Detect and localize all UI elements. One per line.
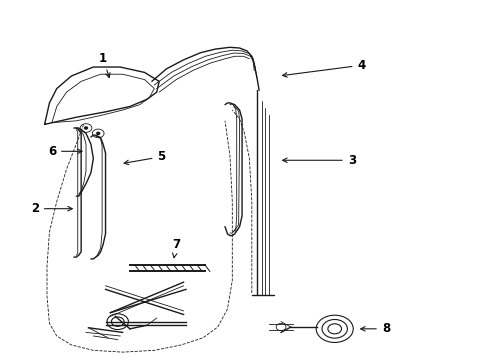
- Text: 6: 6: [48, 145, 82, 158]
- Text: 3: 3: [282, 154, 355, 167]
- Circle shape: [97, 132, 100, 134]
- Text: 7: 7: [172, 238, 180, 258]
- Text: 2: 2: [31, 202, 72, 215]
- Text: 4: 4: [282, 59, 365, 77]
- Text: 5: 5: [124, 150, 165, 165]
- Circle shape: [84, 127, 87, 129]
- Text: 8: 8: [360, 322, 389, 335]
- Text: 1: 1: [99, 51, 110, 77]
